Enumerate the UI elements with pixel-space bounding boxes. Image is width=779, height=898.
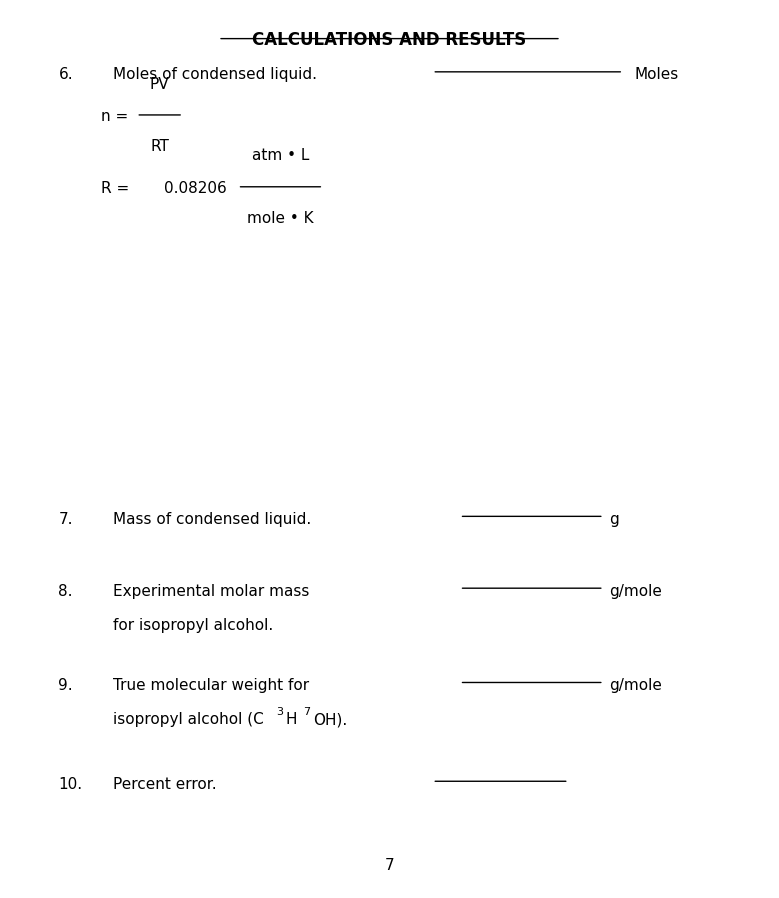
Text: OH).: OH). (313, 712, 347, 727)
Text: isopropyl alcohol (C: isopropyl alcohol (C (113, 712, 264, 727)
Text: Moles: Moles (635, 67, 679, 83)
Text: PV: PV (150, 76, 170, 92)
Text: for isopropyl alcohol.: for isopropyl alcohol. (113, 618, 273, 633)
Text: Mass of condensed liquid.: Mass of condensed liquid. (113, 512, 311, 527)
Text: H: H (286, 712, 298, 727)
Text: 3: 3 (276, 707, 283, 717)
Text: CALCULATIONS AND RESULTS: CALCULATIONS AND RESULTS (252, 31, 527, 49)
Text: 7.: 7. (58, 512, 73, 527)
Text: 9.: 9. (58, 678, 73, 693)
Text: 10.: 10. (58, 777, 83, 792)
Text: Percent error.: Percent error. (113, 777, 217, 792)
Text: 6.: 6. (58, 67, 73, 83)
Text: True molecular weight for: True molecular weight for (113, 678, 309, 693)
Text: 7: 7 (303, 707, 310, 717)
Text: RT: RT (150, 139, 169, 154)
Text: 0.08206: 0.08206 (164, 181, 227, 196)
Text: n =: n = (101, 110, 129, 124)
Text: mole • K: mole • K (247, 211, 314, 226)
Text: 7: 7 (385, 858, 394, 873)
Text: R =: R = (101, 181, 129, 196)
Text: g/mole: g/mole (609, 584, 662, 599)
Text: atm • L: atm • L (252, 148, 309, 163)
Text: 8.: 8. (58, 584, 73, 599)
Text: Experimental molar mass: Experimental molar mass (113, 584, 309, 599)
Text: g/mole: g/mole (609, 678, 662, 693)
Text: Moles of condensed liquid.: Moles of condensed liquid. (113, 67, 317, 83)
Text: g: g (609, 512, 619, 527)
